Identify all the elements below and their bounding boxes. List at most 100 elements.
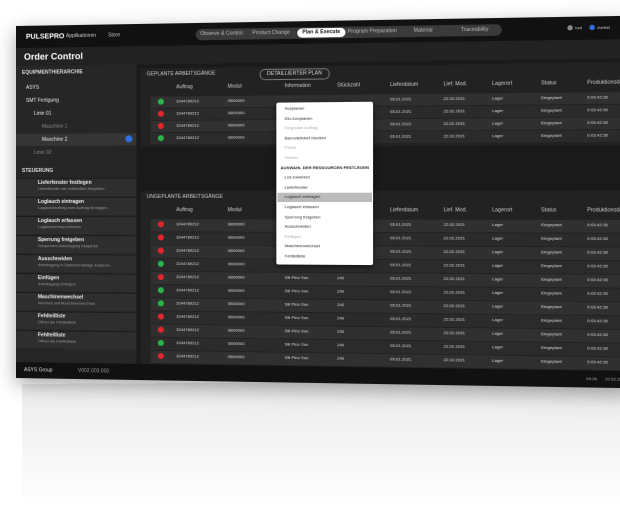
sidebar-heading: STEUERUNG <box>21 167 54 174</box>
cell: 240 <box>337 315 345 321</box>
menu-item[interactable]: Lieferfenster <box>284 184 308 190</box>
cell: SB00000 <box>227 261 245 267</box>
tree-item[interactable]: Linie 02 <box>33 149 52 156</box>
cell: 3244789212 <box>176 234 200 240</box>
tab[interactable]: Observe & Control <box>200 30 243 38</box>
menu-item[interactable]: Maschinenwechsel <box>284 243 321 249</box>
menu-item[interactable]: Barcodeticket drucken <box>284 134 327 141</box>
column-header: Auftrag <box>176 84 193 91</box>
tab[interactable]: Traceability <box>461 26 489 34</box>
tab[interactable]: Product Change <box>252 29 290 37</box>
cell: 240 <box>337 355 345 361</box>
cell: 3244789212 <box>176 353 200 359</box>
status-dot <box>157 352 164 360</box>
cell: 05.01.2021 <box>390 262 412 268</box>
status-dot <box>157 135 164 142</box>
cell: 22.02.2021 <box>443 357 466 363</box>
cell: SB00000 <box>227 122 245 128</box>
cell: SB00000 <box>227 97 245 104</box>
cell: 3244789212 <box>176 221 200 227</box>
cell: Eingeplant <box>541 119 562 126</box>
cell: 240 <box>337 288 345 294</box>
control-desc: Öffnet die Fehlteilliste <box>37 338 77 344</box>
control-desc: Loglauchertrag erfassen <box>37 224 82 230</box>
menu-item[interactable]: Loglauch erfassen <box>284 204 319 210</box>
menu-item[interactable]: Ausschneiden <box>284 223 311 229</box>
cell: Lager <box>492 303 504 309</box>
control-desc: Arbeitsgang einfügen <box>37 281 76 287</box>
tree-item[interactable]: Maschine 1 <box>41 123 68 130</box>
cell: 0:03:42:30 <box>587 359 609 365</box>
cell: SB Pino Sun <box>284 301 309 307</box>
theme-label: hell <box>575 25 582 31</box>
cell: Lager <box>492 344 504 350</box>
menu-item[interactable]: Sperrung freigeben <box>284 213 321 220</box>
column-header: Status <box>541 80 557 87</box>
cell: Eingeplant <box>541 331 562 337</box>
cell: SB Pino Sun <box>284 341 309 347</box>
cell: SB Pino Sun <box>284 314 309 321</box>
menu-item[interactable]: Ausplanen <box>284 105 305 111</box>
cell: 05.01.2021 <box>390 108 412 114</box>
cell: Lager <box>492 120 504 126</box>
tab[interactable]: Plan & Execute <box>297 27 346 38</box>
status-dot <box>157 221 164 228</box>
cell: Lager <box>492 262 504 268</box>
cell: 0:03:42:30 <box>587 249 609 255</box>
column-header: Status <box>541 207 557 214</box>
cell: 0:03:42:30 <box>587 276 609 283</box>
tree-item[interactable]: Maschine 2 <box>41 136 68 143</box>
cell: 05.01.2021 <box>390 221 412 227</box>
cell: 0:03:42:30 <box>587 222 609 228</box>
cell: Eingeplant <box>541 221 562 228</box>
status-dot <box>157 110 164 117</box>
cell: 05.01.2021 <box>390 133 412 139</box>
column-header: Produktionsdauer <box>587 207 620 214</box>
footer-time: 09:36 <box>586 375 598 382</box>
menu-item[interactable]: Fehlteilliste <box>284 253 306 259</box>
cell: SB00000 <box>227 247 245 254</box>
cell: SB Pino Sun <box>284 274 309 281</box>
cell: 3244789212 <box>176 326 200 333</box>
tree-item[interactable]: SMT Fertigung <box>25 97 59 104</box>
footer-date: 10.02.2020 <box>604 376 620 382</box>
theme-toggle[interactable] <box>589 24 595 31</box>
cell: 22.02.2021 <box>443 235 466 241</box>
menu-item: Einfügen <box>284 233 302 239</box>
nav-link[interactable]: Applikationen <box>65 32 97 40</box>
cell: 0:03:42:30 <box>587 345 609 351</box>
cell: 3244789212 <box>176 287 200 293</box>
column-header: Modul <box>227 207 242 214</box>
footer-company: ASYS Group <box>23 367 53 374</box>
cell: Eingeplant <box>541 107 562 113</box>
status-dot <box>157 273 164 281</box>
tab[interactable]: Program Preparation <box>347 27 397 35</box>
nav-link[interactable]: Store <box>108 32 121 39</box>
cell: 22.02.2021 <box>443 221 466 228</box>
tree-item[interactable]: ASYS <box>25 84 40 91</box>
menu-item[interactable]: Ein-/Umplanen <box>284 115 313 121</box>
cell: SB00000 <box>227 340 245 347</box>
cell: Lager <box>492 330 504 336</box>
cell: 22.02.2021 <box>443 133 466 139</box>
menu-item: Starten <box>284 154 299 160</box>
menu-item[interactable]: Los zuweisen <box>284 174 311 180</box>
status-dot <box>157 313 164 320</box>
cell: Lager <box>492 235 504 241</box>
cell: 22.02.2021 <box>443 108 466 114</box>
logo: PULSEPRO <box>25 33 65 41</box>
menu-item[interactable]: Loglauch eintragen <box>284 194 321 200</box>
column-header: Auftrag <box>176 207 193 214</box>
control-item[interactable] <box>16 273 137 293</box>
cell: 3244789212 <box>176 274 200 280</box>
button[interactable]: DETAILLIERTER PLAN <box>259 68 330 81</box>
theme-toggle[interactable] <box>567 25 573 31</box>
cell: 05.01.2021 <box>390 302 412 308</box>
status-dot <box>157 287 164 294</box>
tree-item[interactable]: Linie 01 <box>33 110 52 117</box>
cell: 0:03:42:30 <box>587 94 609 100</box>
tab[interactable]: Material <box>413 27 433 34</box>
cell: Lager <box>492 221 504 228</box>
column-header: Stückzahl <box>337 82 361 89</box>
cell: 240 <box>337 342 345 348</box>
